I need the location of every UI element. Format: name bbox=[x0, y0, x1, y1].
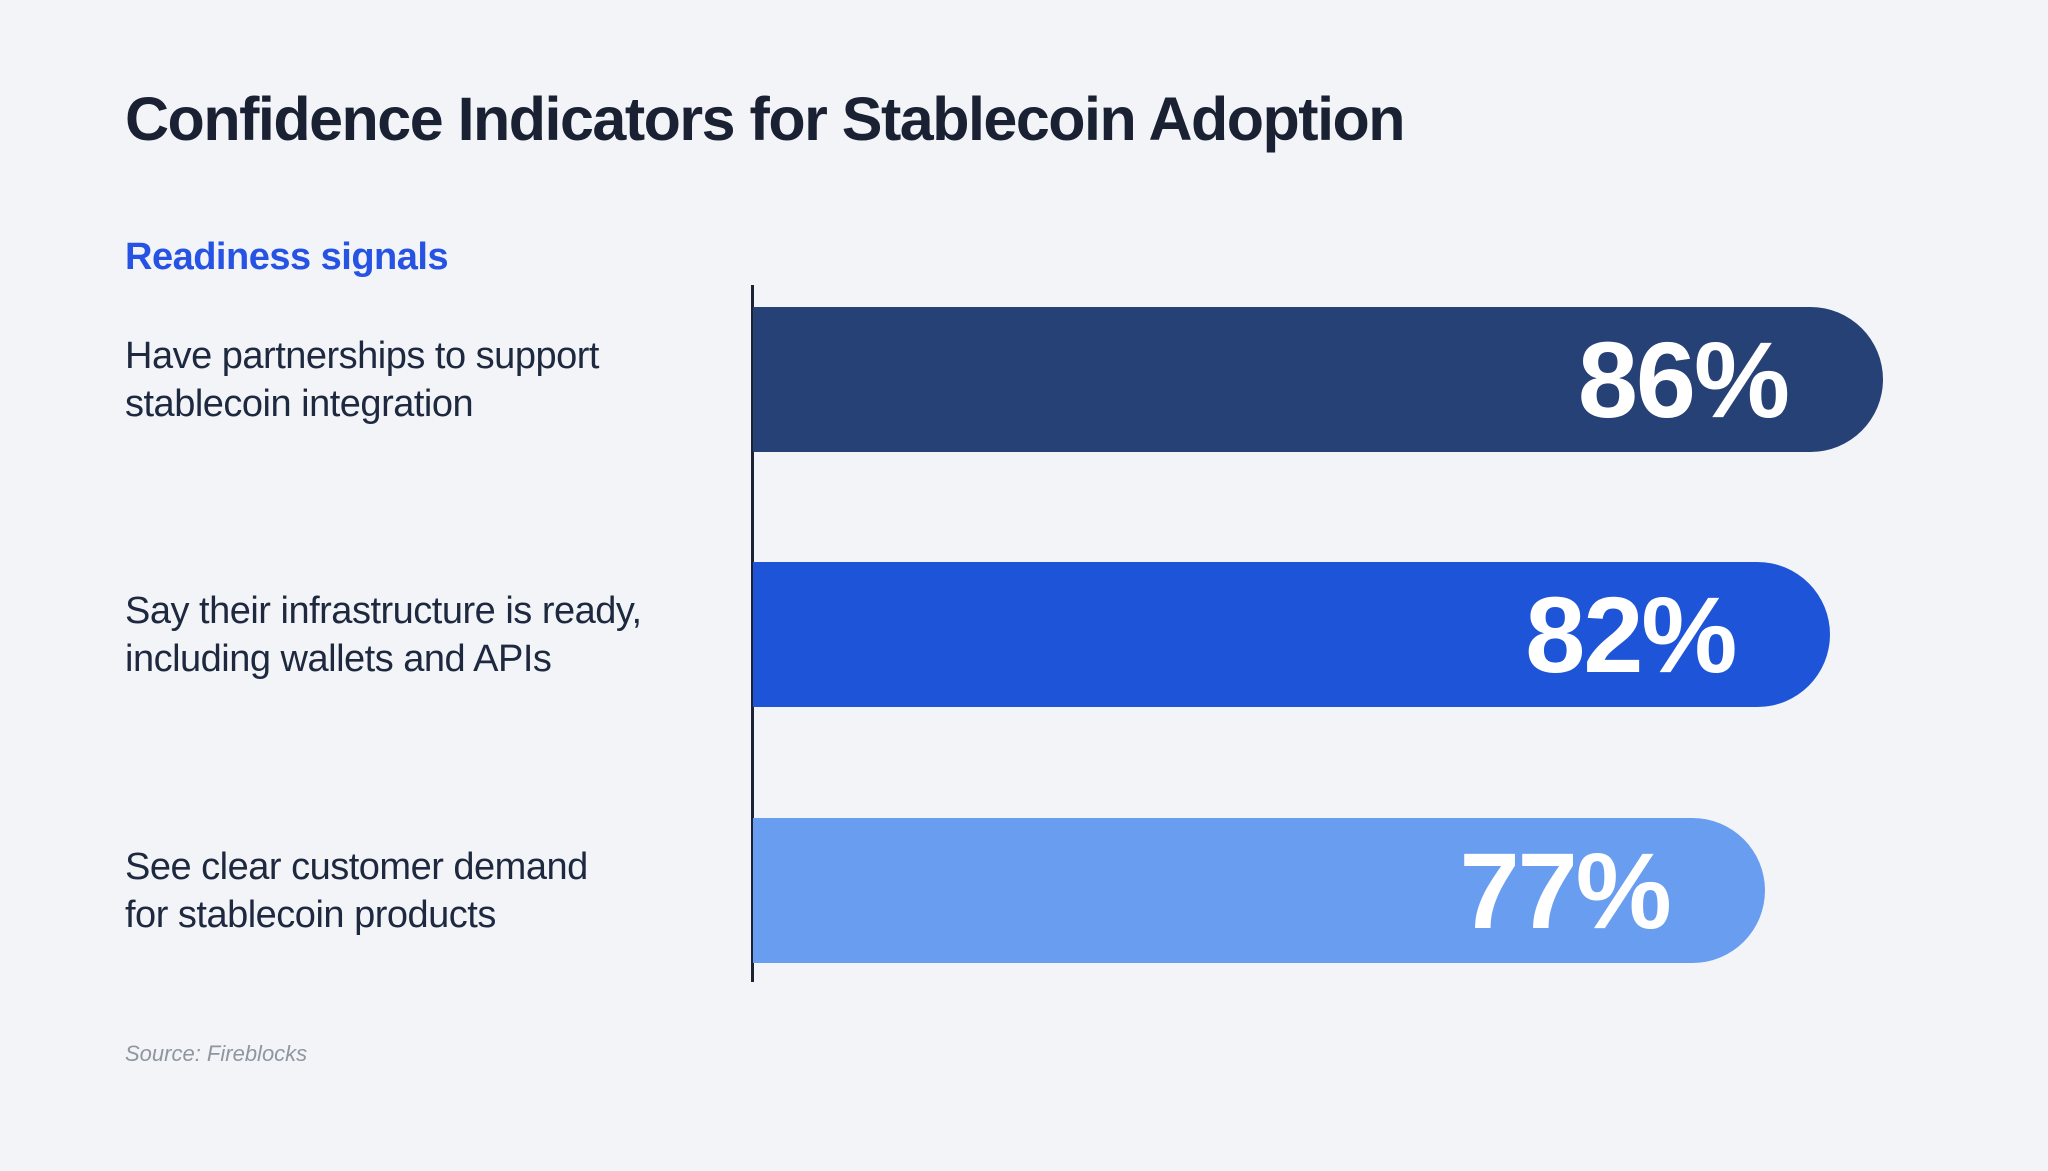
bar-customer-demand: 77% bbox=[753, 818, 1765, 963]
chart-row: See clear customer demand for stablecoin… bbox=[0, 818, 2048, 963]
page-title: Confidence Indicators for Stablecoin Ado… bbox=[125, 85, 1406, 153]
bar-value-label: 82% bbox=[1525, 573, 1737, 695]
bar-track: 82% bbox=[753, 562, 2048, 707]
bar-category-label: Say their infrastructure is ready, inclu… bbox=[125, 589, 642, 680]
chart-group-label: Readiness signals bbox=[125, 236, 449, 278]
bar-value-label: 77% bbox=[1459, 829, 1672, 951]
bar-track: 77% bbox=[753, 818, 2048, 963]
source-attribution: Source: Fireblocks bbox=[125, 1041, 308, 1066]
bar-category-label: Have partnerships to support stablecoin … bbox=[125, 334, 599, 425]
chart-row: Say their infrastructure is ready, inclu… bbox=[0, 562, 2048, 707]
bar-track: 86% bbox=[753, 307, 2048, 452]
chart-row: Have partnerships to support stablecoin … bbox=[0, 307, 2048, 452]
bar-category-label: See clear customer demand for stablecoin… bbox=[125, 845, 588, 936]
bar-infrastructure: 82% bbox=[753, 562, 1831, 707]
y-axis-baseline bbox=[751, 285, 754, 982]
bar-value-label: 86% bbox=[1577, 318, 1790, 440]
bar-partnerships: 86% bbox=[753, 307, 1884, 452]
